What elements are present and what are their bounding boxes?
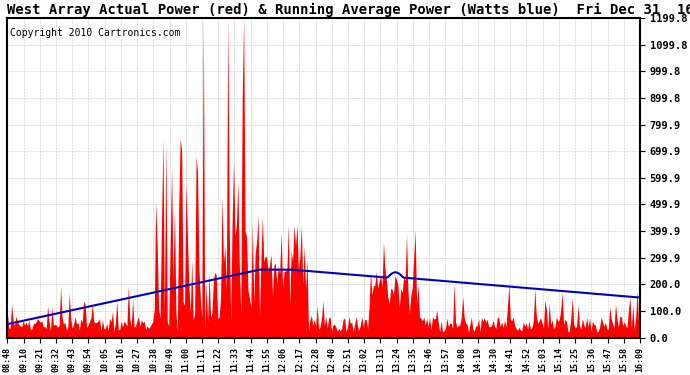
Text: West Array Actual Power (red) & Running Average Power (Watts blue)  Fri Dec 31  : West Array Actual Power (red) & Running …: [8, 3, 690, 17]
Text: Copyright 2010 Cartronics.com: Copyright 2010 Cartronics.com: [10, 28, 181, 38]
